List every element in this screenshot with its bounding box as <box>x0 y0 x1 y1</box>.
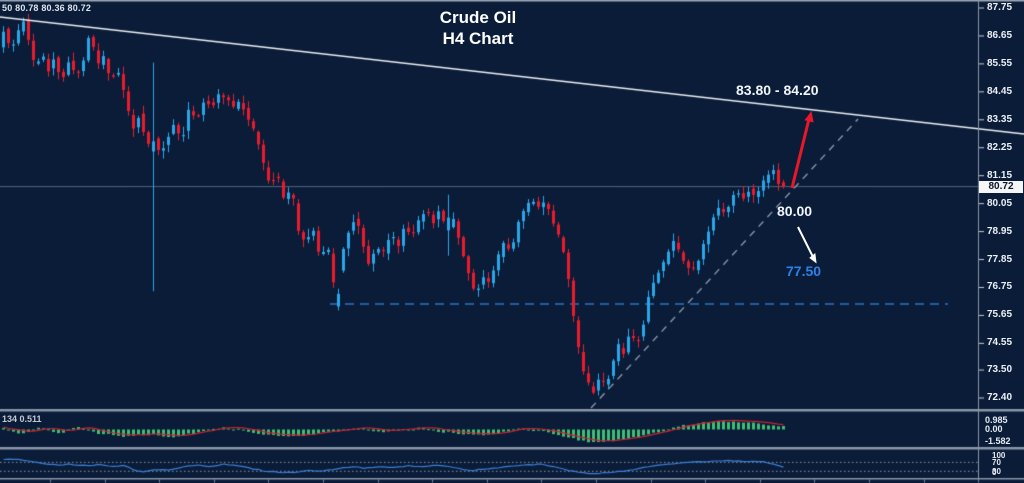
oscillator-axis-label: 30 <box>992 466 1001 476</box>
price-axis-label: 86.65 <box>987 29 1013 41</box>
current-price-tag: 80.72 <box>979 181 1023 193</box>
macd-axis-label: 0.00 <box>985 423 1003 434</box>
oscillator-pane[interactable] <box>0 450 978 478</box>
ohlc-info: 50 80.78 80.36 80.72 <box>2 3 92 13</box>
macd-axis-label: 0.985 <box>985 415 1008 426</box>
price-axis-label: 72.40 <box>987 391 1013 403</box>
chart-title-symbol: Crude Oil <box>439 8 517 27</box>
macd-axis-label: -1.582 <box>985 436 1011 446</box>
pullback-level-label: 77.50 <box>786 263 822 279</box>
oscillator-axis-label: 100 <box>992 451 1006 461</box>
price-axis-label: 77.85 <box>987 253 1013 265</box>
breakout-level-label: 80.00 <box>777 203 813 219</box>
price-axis-label: 84.45 <box>987 85 1013 97</box>
main-chart-pane[interactable] <box>0 0 978 409</box>
red-up-arrow-icon <box>790 111 814 189</box>
price-axis-label: 75.65 <box>987 309 1013 321</box>
price-axis-label: 87.75 <box>987 2 1013 13</box>
chart-title-timeframe: H4 Chart <box>442 29 514 48</box>
macd-pane[interactable] <box>0 412 978 446</box>
price-axis-label: 78.95 <box>987 225 1013 237</box>
macd-indicator-label: 134 0.511 <box>2 414 42 424</box>
price-axis-label: 85.55 <box>987 57 1013 69</box>
chart-title: Crude Oil H4 Chart <box>368 7 588 49</box>
target-range-label: 83.80 - 84.20 <box>736 82 819 98</box>
price-axis-label: 81.15 <box>987 169 1013 181</box>
price-axis-label: 82.25 <box>987 141 1013 153</box>
price-axis-label: 74.55 <box>987 337 1013 349</box>
oscillator-axis-label: 0 <box>992 468 997 477</box>
price-axis-label: 83.35 <box>987 113 1013 125</box>
white-down-arrow-icon <box>797 226 817 264</box>
price-axis-label: 80.05 <box>987 197 1013 209</box>
price-axis-label: 73.50 <box>987 364 1013 376</box>
price-axis-label: 76.75 <box>987 281 1013 293</box>
oscillator-axis-label: 70 <box>992 457 1001 467</box>
